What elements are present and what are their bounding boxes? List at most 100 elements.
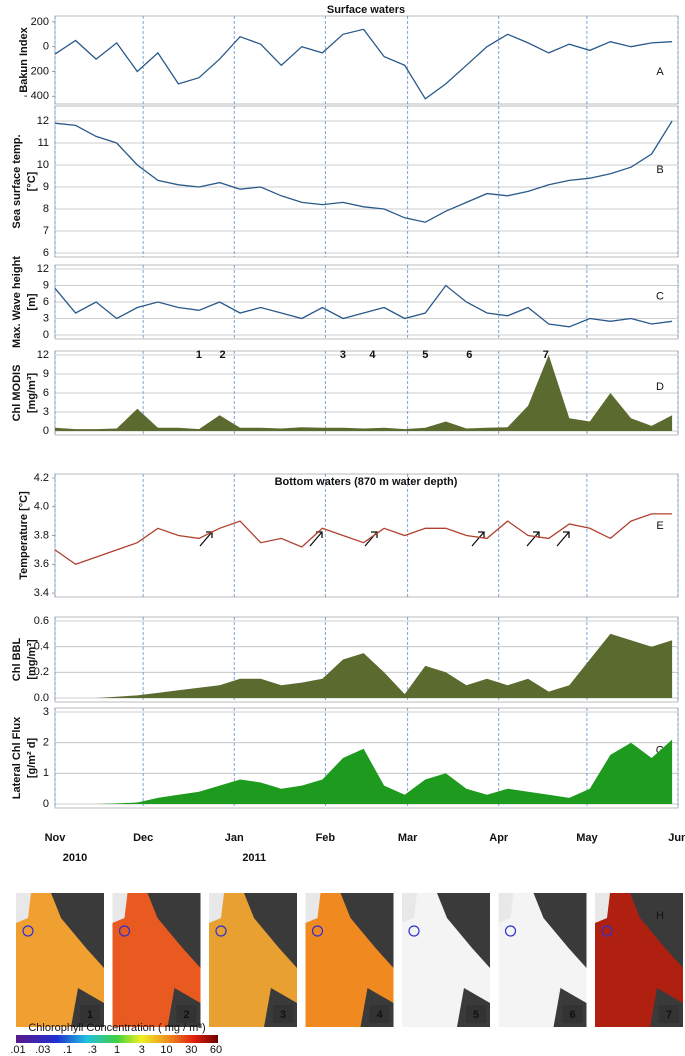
y-axis-label: Chl MODIS	[11, 365, 23, 422]
y-axis-label: [mg/m³]	[26, 373, 38, 414]
land	[402, 893, 417, 923]
y-tick-label: 3	[43, 706, 49, 718]
y-tick-label: 3.4	[34, 587, 49, 599]
colorbar-tick: .01	[10, 1044, 25, 1056]
map-label-box	[80, 1005, 100, 1023]
y-axis-label: Sea surface temp.	[11, 134, 23, 228]
y-tick-label: 11	[38, 137, 49, 149]
y-tick-label: 12	[37, 349, 49, 361]
y-axis-label: Temperature [°C]	[18, 491, 30, 580]
chart-title: Bottom waters (870 m water depth)	[275, 476, 458, 488]
x-tick-label: 2010	[63, 852, 87, 864]
x-tick-label: Dec	[133, 832, 153, 844]
land	[16, 893, 31, 923]
station	[408, 925, 420, 937]
colorbar-tick: 30	[185, 1044, 197, 1056]
station	[118, 925, 131, 937]
colorbar-tick: .03	[35, 1044, 50, 1056]
y-tick-label: 9	[43, 181, 49, 193]
colorbar	[16, 1035, 218, 1043]
land	[630, 893, 683, 968]
panel-label: B	[656, 164, 663, 176]
line	[54, 28, 673, 100]
y-tick-label: 3	[43, 312, 49, 324]
station	[22, 925, 34, 937]
y-tick-label: 7	[43, 225, 49, 237]
x-tick-label: May	[576, 832, 598, 844]
line	[54, 513, 673, 566]
land	[498, 893, 514, 923]
y-tick-label: 0	[43, 798, 49, 810]
map-label: 4	[376, 1009, 383, 1021]
panel-label: A	[656, 66, 664, 78]
y-tick-label: 12	[37, 115, 49, 127]
annotation: 7	[543, 349, 549, 361]
map-label-box	[562, 1005, 583, 1023]
colorbar-title: Chlorophyll Concentration ( mg / m³)	[28, 1022, 205, 1034]
map-label: 5	[473, 1009, 479, 1021]
map-label: 3	[280, 1009, 286, 1021]
y-axis-label: Chl BBL	[11, 638, 23, 682]
y-axis-label: Max. Wave height	[11, 256, 23, 348]
land	[340, 893, 394, 968]
panel-frame	[54, 105, 679, 258]
land	[437, 893, 490, 968]
area	[55, 739, 673, 804]
panel-label: D	[656, 381, 664, 393]
map-label-box	[659, 1005, 679, 1023]
y-axis-label: [°C]	[26, 171, 38, 191]
colorbar-tick: 3	[139, 1044, 145, 1056]
y-tick-label: 12	[37, 263, 49, 275]
map-panel: 2	[112, 893, 201, 1027]
y-tick-label: 8	[43, 203, 49, 215]
y-tick-label: 3.6	[34, 558, 49, 570]
station	[215, 925, 227, 937]
y-tick-label: 2	[43, 737, 49, 749]
colorbar-tick: .1	[63, 1044, 72, 1056]
x-tick-label: Jan	[225, 832, 244, 844]
area	[55, 633, 673, 698]
y-tick-label: 1	[43, 767, 49, 779]
panel-label: C	[656, 291, 664, 303]
y-tick-label: 6	[43, 247, 49, 259]
map-label: 2	[183, 1009, 189, 1021]
y-tick-label: 0.0	[34, 692, 49, 704]
annotation: 1	[196, 349, 202, 361]
y-axis-label: Bakun Index	[18, 26, 30, 92]
x-tick-label: Nov	[45, 832, 67, 844]
y-tick-label: 0	[43, 329, 49, 341]
map-label-box	[466, 1005, 486, 1023]
x-tick-label: Mar	[398, 832, 418, 844]
y-tick-label: 0.2	[34, 666, 49, 678]
x-tick-label: 2011	[242, 852, 266, 864]
line	[54, 120, 673, 223]
x-tick-label: Jun	[668, 832, 685, 844]
map-label: 1	[87, 1009, 93, 1021]
land	[244, 893, 297, 968]
y-tick-label: 200	[31, 16, 49, 28]
y-tick-label: 3	[43, 406, 49, 418]
map-label: 7	[666, 1009, 672, 1021]
y-tick-label: 0	[43, 425, 49, 437]
x-tick-label: Apr	[489, 832, 509, 844]
colorbar-tick: .3	[88, 1044, 97, 1056]
arrows	[199, 531, 570, 547]
land	[533, 893, 587, 968]
annotation: 3	[340, 349, 346, 361]
colorbar-tick: 1	[114, 1044, 120, 1056]
y-tick-label: 9	[43, 279, 49, 291]
land	[147, 893, 201, 968]
map-label-box	[369, 1005, 390, 1023]
y-tick-label: 0.6	[34, 615, 49, 627]
y-tick-label: - 200	[24, 65, 49, 77]
y-tick-label: 0.4	[34, 641, 49, 653]
y-tick-label: 4.2	[34, 472, 49, 484]
annotation: 4	[369, 349, 376, 361]
land	[209, 893, 224, 923]
y-tick-label: - 400	[24, 90, 49, 102]
y-tick-label: 3.8	[34, 529, 49, 541]
map-panel: 4	[305, 893, 394, 1027]
y-axis-label: [g/m² d]	[26, 738, 38, 779]
y-tick-label: 0	[43, 41, 49, 53]
